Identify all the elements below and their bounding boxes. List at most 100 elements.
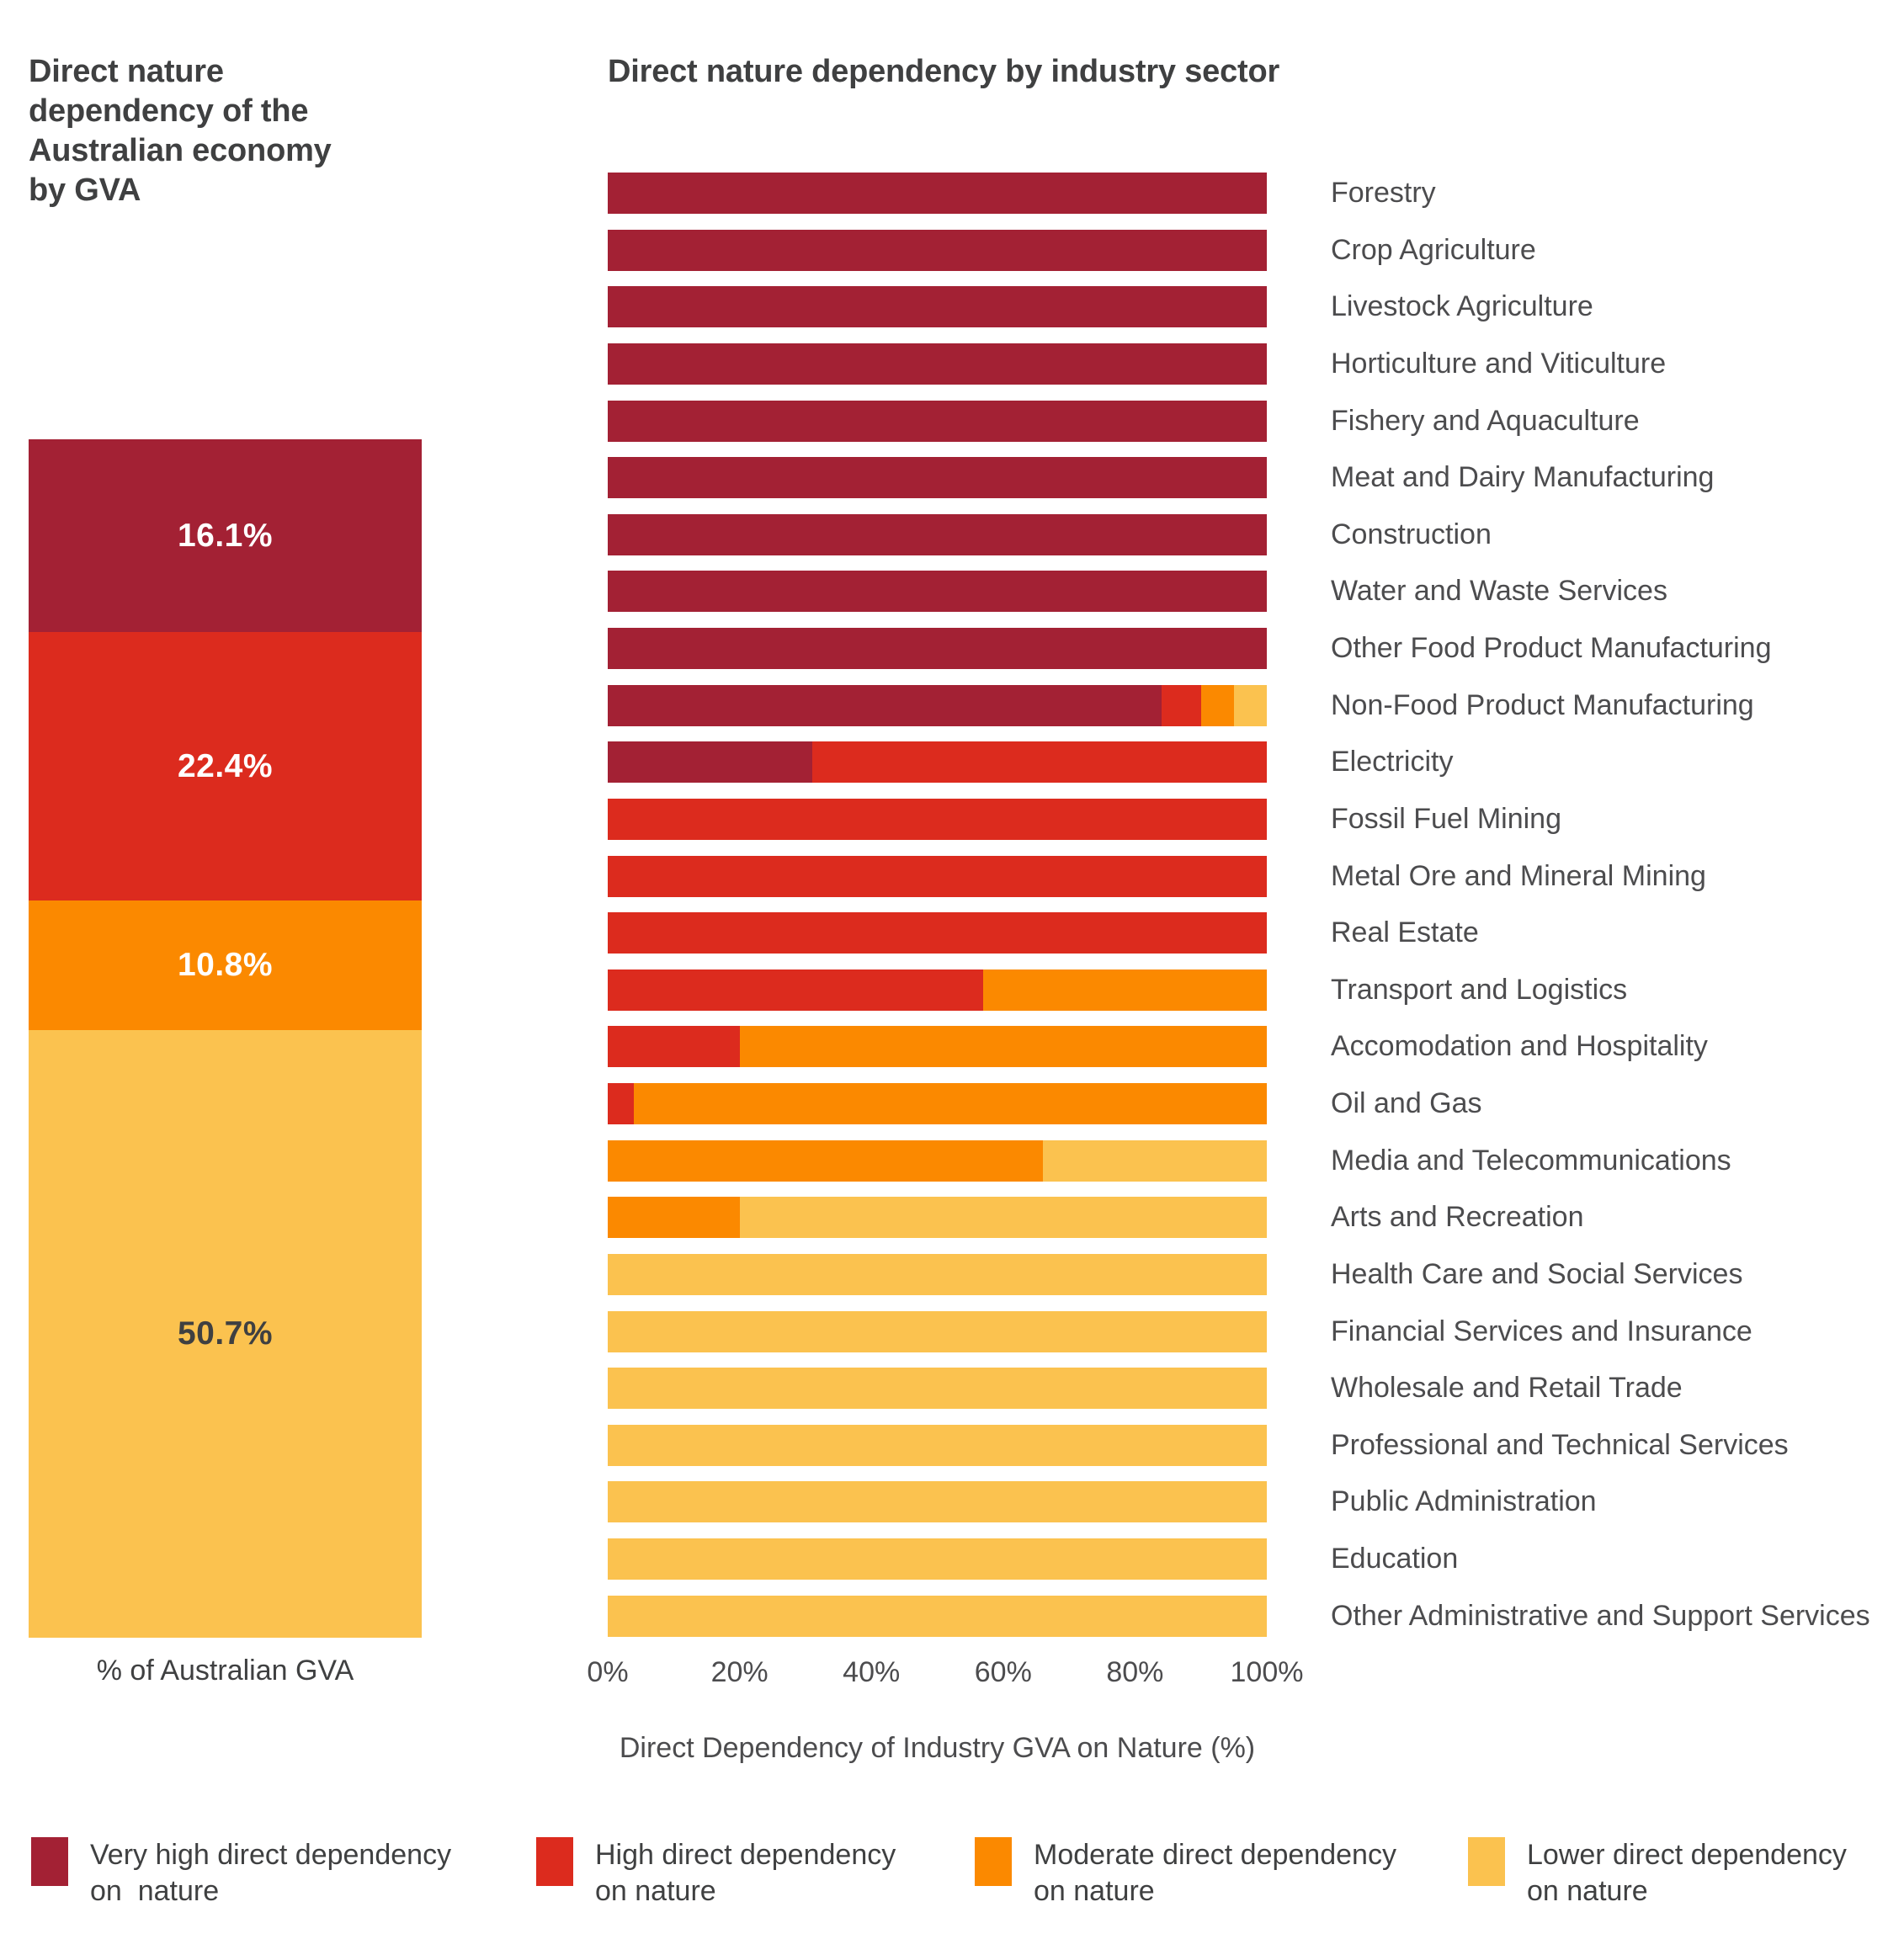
- industry-bar: [608, 286, 1267, 328]
- industry-bar: [608, 912, 1267, 954]
- bar-segment: [739, 1026, 1267, 1068]
- legend-item: High direct dependency on nature: [536, 1837, 896, 1910]
- industry-bar: [608, 1310, 1267, 1352]
- bar-segment: [608, 400, 1267, 442]
- industry-row: Construction: [608, 513, 1904, 555]
- industry-bar: [608, 1368, 1267, 1410]
- x-tick-label: 40%: [843, 1656, 901, 1688]
- industry-bar: [608, 1083, 1267, 1124]
- industry-label: Real Estate: [1331, 916, 1479, 949]
- gva-segment-2: 22.4%: [29, 632, 422, 901]
- bar-segment: [608, 173, 1267, 214]
- right-chart-title: Direct nature dependency by industry sec…: [608, 54, 1280, 89]
- x-tick-label: 0%: [587, 1656, 629, 1688]
- bar-segment: [608, 1197, 740, 1239]
- industry-label: Water and Waste Services: [1331, 575, 1667, 608]
- industry-bar: [608, 173, 1267, 214]
- industry-row: Arts and Recreation: [608, 1197, 1904, 1239]
- industry-bar: [608, 1253, 1267, 1295]
- industry-row: Livestock Agriculture: [608, 286, 1904, 328]
- industry-label: Forestry: [1331, 177, 1436, 209]
- bar-segment: [1200, 684, 1234, 726]
- x-tick-label: 80%: [1106, 1656, 1164, 1688]
- industry-bar: [608, 571, 1267, 613]
- x-axis-title: Direct Dependency of Industry GVA on Nat…: [619, 1732, 1256, 1764]
- bar-segment: [1042, 1139, 1267, 1182]
- industry-label: Non-Food Product Manufacturing: [1331, 688, 1754, 721]
- industry-label: Public Administration: [1331, 1485, 1597, 1518]
- industry-bar: [608, 457, 1267, 499]
- gva-segment-3: 10.8%: [29, 900, 422, 1030]
- industry-row: Other Administrative and Support Service…: [608, 1595, 1904, 1637]
- gva-stacked-bar: 16.1% 22.4% 10.8% 50.7%: [29, 439, 422, 1638]
- industry-bar: [608, 229, 1267, 271]
- bar-segment: [608, 912, 1267, 954]
- bar-segment: [608, 969, 984, 1011]
- legend-label: Moderate direct dependency on nature: [1034, 1839, 1396, 1907]
- legend-swatch: [975, 1837, 1012, 1886]
- legend-item: Very high direct dependency on nature: [31, 1837, 451, 1910]
- industry-label: Electricity: [1331, 746, 1454, 778]
- industry-bar: [608, 513, 1267, 555]
- gva-segment-1: 16.1%: [29, 439, 422, 633]
- bar-segment: [608, 1310, 1267, 1352]
- industry-bar: [608, 1026, 1267, 1068]
- bar-segment: [608, 1139, 1043, 1182]
- industry-bar: [608, 1139, 1267, 1182]
- left-chart-title: Direct nature dependency of the Australi…: [29, 54, 332, 208]
- industry-row: Metal Ore and Mineral Mining: [608, 855, 1904, 897]
- legend-swatch: [31, 1837, 68, 1886]
- industry-bar: [608, 1197, 1267, 1239]
- industry-row: Other Food Product Manufacturing: [608, 628, 1904, 669]
- industry-row: Accomodation and Hospitality: [608, 1026, 1904, 1068]
- industry-row: Non-Food Product Manufacturing: [608, 684, 1904, 726]
- industry-bar: [608, 628, 1267, 669]
- industry-bar: [608, 969, 1267, 1011]
- legend: Very high direct dependency on nature Hig…: [0, 1837, 1904, 1939]
- bar-segment: [608, 229, 1267, 271]
- bar-segment: [608, 1253, 1267, 1295]
- industry-label: Transport and Logistics: [1331, 973, 1628, 1006]
- x-tick-label: 20%: [710, 1656, 769, 1688]
- gva-axis-label: % of Australian GVA: [96, 1655, 354, 1687]
- industry-bar: [608, 798, 1267, 840]
- bar-segment: [1161, 684, 1201, 726]
- bar-segment: [608, 1026, 740, 1068]
- industry-label: Other Food Product Manufacturing: [1331, 632, 1772, 664]
- industry-row: Water and Waste Services: [608, 571, 1904, 613]
- bar-segment: [811, 741, 1267, 784]
- bar-segment: [608, 798, 1267, 840]
- industry-row: Wholesale and Retail Trade: [608, 1368, 1904, 1410]
- bar-segment: [1233, 684, 1267, 726]
- industry-bar: [608, 1481, 1267, 1523]
- industry-label: Livestock Agriculture: [1331, 290, 1593, 323]
- industry-row: Education: [608, 1538, 1904, 1580]
- bar-segment: [608, 1481, 1267, 1523]
- industry-bar: [608, 400, 1267, 442]
- industry-label: Media and Telecommunications: [1331, 1144, 1731, 1177]
- industry-label: Financial Services and Insurance: [1331, 1315, 1752, 1347]
- gva-segment-value: 50.7%: [177, 1315, 274, 1352]
- bar-segment: [608, 1595, 1267, 1637]
- industry-row: Health Care and Social Services: [608, 1253, 1904, 1295]
- bar-segment: [608, 343, 1267, 385]
- bar-segment: [608, 855, 1267, 897]
- industry-label: Education: [1331, 1543, 1459, 1575]
- industry-row: Electricity: [608, 741, 1904, 784]
- gva-segment-value: 22.4%: [177, 747, 274, 784]
- x-axis-ticks: 0% 20% 40% 60% 80% 100%: [587, 1656, 1303, 1693]
- x-tick-label: 60%: [974, 1656, 1032, 1688]
- industry-row: Crop Agriculture: [608, 229, 1904, 271]
- bar-segment: [608, 1538, 1267, 1580]
- industry-row: Professional and Technical Services: [608, 1424, 1904, 1466]
- industry-bar: [608, 855, 1267, 897]
- industry-row: Fossil Fuel Mining: [608, 798, 1904, 840]
- legend-item: Lower direct dependency on nature: [1468, 1837, 1847, 1910]
- bar-segment: [608, 457, 1267, 499]
- industry-row: Transport and Logistics: [608, 969, 1904, 1011]
- industry-label: Fossil Fuel Mining: [1331, 802, 1561, 835]
- industry-row: Meat and Dairy Manufacturing: [608, 457, 1904, 499]
- gva-segment-value: 16.1%: [177, 517, 274, 554]
- bar-segment: [608, 513, 1267, 555]
